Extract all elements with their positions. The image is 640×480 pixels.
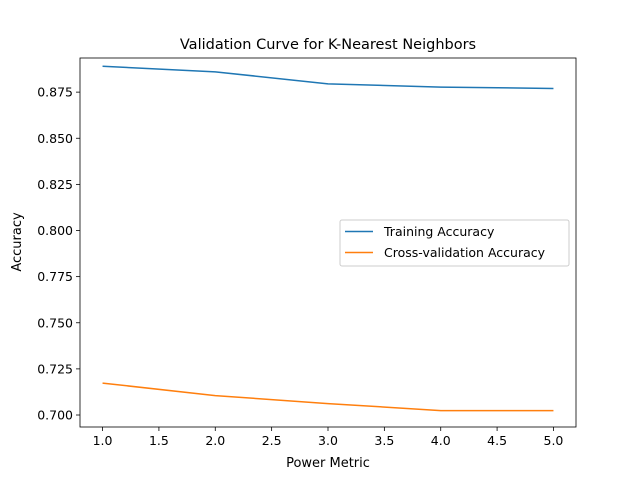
y-tick-label: 0.875 (37, 85, 73, 100)
x-tick-label: 1.0 (93, 433, 113, 448)
x-tick-label: 3.0 (318, 433, 338, 448)
y-tick-label: 0.825 (37, 177, 73, 192)
legend-box (339, 219, 570, 267)
chart-title: Validation Curve for K-Nearest Neighbors (180, 37, 476, 53)
x-axis-ticks: 1.0 1.5 2.0 2.5 3.0 3.5 4.0 4.5 5.0 (93, 427, 564, 448)
series-line-0 (102, 65, 554, 90)
x-tick-label: 3.5 (374, 433, 394, 448)
y-tick-label: 0.775 (37, 269, 73, 284)
x-tick-label: 2.0 (205, 433, 225, 448)
x-axis-label: Power Metric (286, 456, 370, 471)
y-axis-label: Accuracy (10, 212, 25, 272)
x-tick-label: 5.0 (544, 433, 564, 448)
series-line-1 (102, 382, 554, 412)
x-tick-label: 2.5 (262, 433, 282, 448)
plot-frame (79, 57, 577, 428)
legend-label: Cross-validation Accuracy (384, 245, 546, 260)
y-tick-label: 0.800 (37, 223, 73, 238)
x-tick-label: 4.0 (431, 433, 451, 448)
legend: Training Accuracy Cross-validation Accura… (339, 219, 570, 267)
y-tick-label: 0.850 (37, 131, 73, 146)
y-axis-ticks: 0.700 0.725 0.750 0.775 0.800 0.825 0.850 0.875 (37, 85, 80, 423)
legend-label: Training Accuracy (383, 224, 495, 239)
y-tick-label: 0.725 (37, 361, 73, 376)
series-lines (102, 65, 554, 412)
y-tick-label: 0.750 (37, 315, 73, 330)
x-tick-label: 1.5 (149, 433, 169, 448)
x-tick-label: 4.5 (487, 433, 507, 448)
y-tick-label: 0.700 (37, 408, 73, 423)
